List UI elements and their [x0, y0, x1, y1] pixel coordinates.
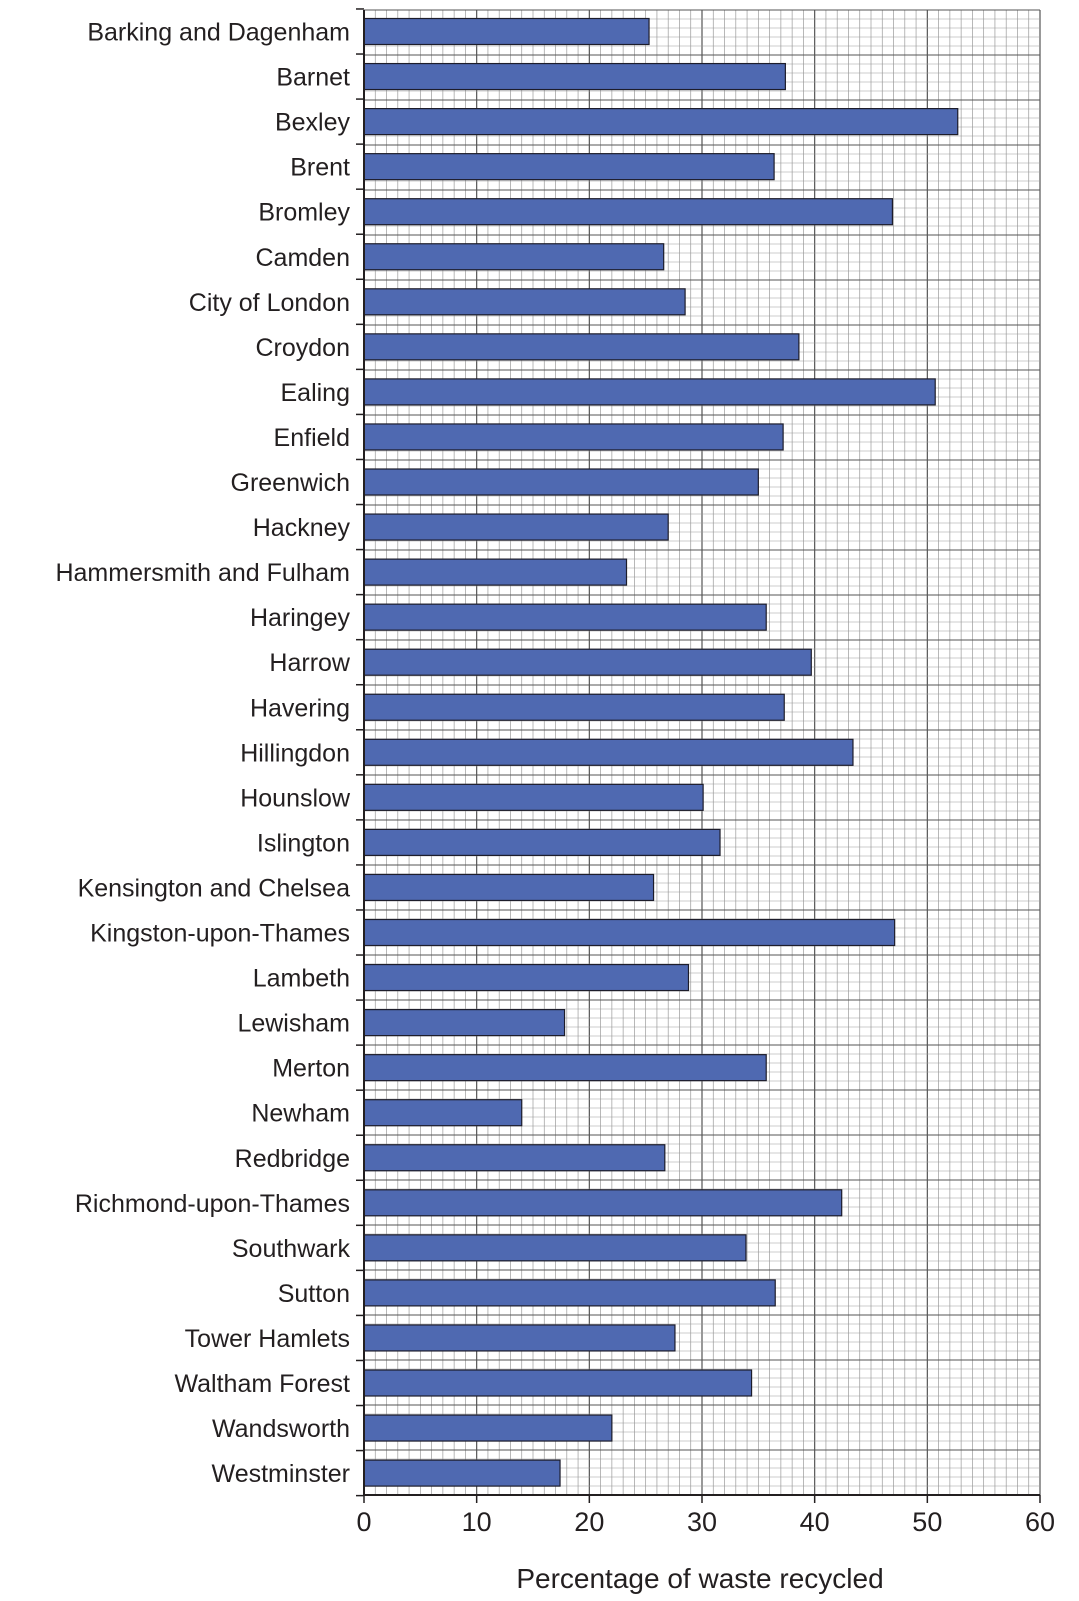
category-label: Camden [256, 244, 351, 272]
bar [363, 1324, 676, 1352]
bar [363, 107, 959, 136]
bars [363, 17, 959, 1487]
category-label: Harrow [269, 649, 351, 677]
bar [363, 1144, 666, 1172]
category-label: Enfield [274, 424, 350, 452]
category-label: Barnet [276, 64, 350, 92]
category-label: Richmond-upon-Thames [75, 1190, 350, 1218]
category-label: Wandsworth [212, 1415, 350, 1443]
bar [363, 1234, 747, 1262]
bar [363, 378, 936, 406]
bar [363, 1414, 613, 1442]
bar [363, 963, 690, 992]
bar [363, 198, 894, 226]
category-label: Sutton [278, 1280, 350, 1308]
category-label: Tower Hamlets [185, 1325, 350, 1353]
category-label: Newham [251, 1100, 350, 1128]
bar [363, 468, 759, 496]
x-tick-label: 30 [687, 1507, 717, 1537]
bar [363, 828, 721, 857]
bar [363, 153, 775, 181]
category-label: Havering [250, 694, 350, 722]
bar [363, 1459, 561, 1487]
category-label: Islington [257, 829, 350, 857]
bar [363, 738, 854, 766]
bar [363, 1369, 753, 1397]
bar [363, 288, 686, 316]
bar [363, 17, 650, 46]
bar [363, 243, 665, 271]
bar [363, 918, 896, 947]
category-label: Barking and Dagenham [87, 19, 350, 47]
category-label: Hammersmith and Fulham [55, 559, 350, 587]
bar [363, 783, 704, 811]
category-label: Redbridge [235, 1145, 350, 1173]
x-tick-labels: 0 10 20 30 40 50 60 [356, 1507, 1055, 1537]
category-label: Ealing [281, 379, 351, 407]
bar [363, 62, 786, 91]
bar [363, 333, 800, 361]
bar [363, 693, 785, 721]
x-tick-label: 40 [800, 1507, 830, 1537]
category-label: Haringey [250, 604, 351, 632]
x-tick-label: 20 [574, 1507, 604, 1537]
bar [363, 423, 784, 451]
bar [363, 648, 812, 676]
category-label: Waltham Forest [174, 1370, 350, 1398]
category-label: Bexley [275, 109, 351, 137]
category-label: Croydon [256, 334, 351, 362]
category-label: City of London [189, 289, 350, 317]
bar [363, 1099, 523, 1127]
bar [363, 1054, 767, 1082]
bar [363, 873, 655, 902]
x-tick-label: 0 [356, 1507, 371, 1537]
bar [363, 1008, 566, 1037]
bar [363, 1189, 843, 1217]
category-label: Kensington and Chelsea [78, 874, 351, 902]
category-label: Bromley [258, 199, 350, 227]
category-label: Kingston-upon-Thames [90, 920, 350, 948]
category-label: Hillingdon [240, 739, 350, 767]
category-labels: Barking and Dagenham Barnet Bexley Brent Bro… [55, 19, 350, 1489]
bar [363, 1279, 776, 1307]
category-label: Westminster [212, 1460, 350, 1488]
category-label: Lambeth [253, 965, 350, 993]
bar [363, 558, 628, 586]
x-tick-label: 50 [912, 1507, 942, 1537]
category-label: Hounslow [240, 784, 351, 812]
category-label: Brent [290, 154, 350, 182]
x-tick-label: 60 [1025, 1507, 1055, 1537]
category-label: Southwark [232, 1235, 351, 1263]
category-label: Greenwich [231, 469, 351, 497]
x-axis-title: Percentage of waste recycled [516, 1563, 883, 1594]
axes [356, 8, 1041, 1503]
bar [363, 513, 669, 541]
category-label: Lewisham [237, 1010, 350, 1038]
bar [363, 603, 767, 631]
category-label: Merton [272, 1055, 350, 1083]
x-tick-label: 10 [462, 1507, 492, 1537]
category-label: Hackney [253, 514, 351, 542]
